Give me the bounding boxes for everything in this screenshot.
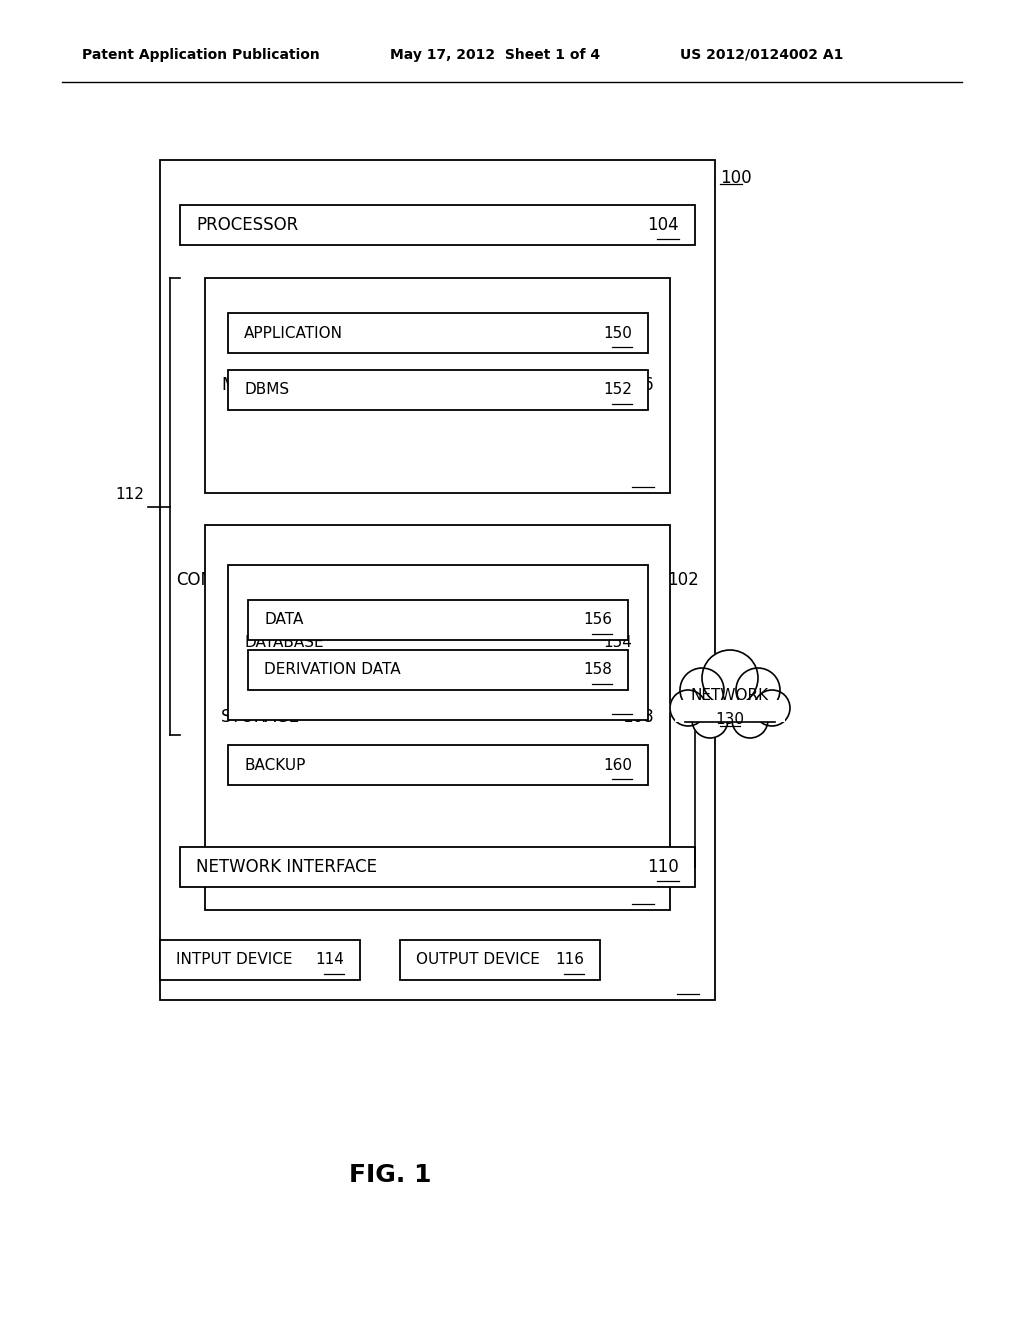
Text: 100: 100	[720, 169, 752, 187]
Bar	[400, 940, 600, 979]
Text: 102: 102	[668, 572, 699, 589]
Text: May 17, 2012  Sheet 1 of 4: May 17, 2012 Sheet 1 of 4	[390, 48, 600, 62]
Bar	[248, 601, 628, 640]
Text: BACKUP: BACKUP	[244, 758, 305, 772]
Bar	[180, 847, 695, 887]
Text: DBMS: DBMS	[244, 383, 289, 397]
Text: 106: 106	[623, 376, 654, 395]
Text: NETWORK: NETWORK	[691, 688, 769, 702]
Bar	[205, 279, 670, 492]
Bar	[228, 313, 648, 352]
Text: Patent Application Publication: Patent Application Publication	[82, 48, 319, 62]
Bar	[180, 205, 695, 246]
Bar	[228, 744, 648, 785]
Text: 154: 154	[603, 635, 632, 649]
Text: 116: 116	[555, 953, 584, 968]
Bar	[205, 525, 670, 909]
Text: 152: 152	[603, 383, 632, 397]
Text: FIG. 1: FIG. 1	[349, 1163, 431, 1187]
Bar	[228, 565, 648, 719]
Text: 158: 158	[583, 663, 612, 677]
Circle shape	[692, 702, 728, 738]
Text: US 2012/0124002 A1: US 2012/0124002 A1	[680, 48, 844, 62]
Text: APPLICATION: APPLICATION	[244, 326, 343, 341]
Circle shape	[702, 649, 758, 706]
Text: 114: 114	[315, 953, 344, 968]
Bar	[228, 370, 648, 411]
Circle shape	[736, 668, 780, 711]
Text: NETWORK INTERFACE: NETWORK INTERFACE	[196, 858, 377, 876]
Text: 104: 104	[647, 216, 679, 234]
Text: STORAGE: STORAGE	[221, 709, 300, 726]
Text: PROCESSOR: PROCESSOR	[196, 216, 298, 234]
Circle shape	[670, 690, 706, 726]
Text: 156: 156	[583, 612, 612, 627]
Bar	[248, 649, 628, 690]
Text: 160: 160	[603, 758, 632, 772]
Text: COMPUTER: COMPUTER	[176, 572, 269, 589]
Circle shape	[754, 690, 790, 726]
Circle shape	[732, 702, 768, 738]
Text: 110: 110	[647, 858, 679, 876]
Bar	[160, 160, 715, 1001]
Text: DATA: DATA	[264, 612, 303, 627]
Bar	[675, 700, 785, 722]
Text: DERIVATION DATA: DERIVATION DATA	[264, 663, 400, 677]
Text: 150: 150	[603, 326, 632, 341]
Text: INTPUT DEVICE: INTPUT DEVICE	[176, 953, 293, 968]
Circle shape	[680, 668, 724, 711]
Bar	[160, 940, 360, 979]
Text: 130: 130	[716, 713, 744, 727]
Text: MEMORY: MEMORY	[221, 376, 294, 395]
Text: 108: 108	[623, 709, 654, 726]
Text: OUTPUT DEVICE: OUTPUT DEVICE	[416, 953, 540, 968]
Text: 112: 112	[115, 487, 144, 502]
Text: DATABASE: DATABASE	[244, 635, 324, 649]
